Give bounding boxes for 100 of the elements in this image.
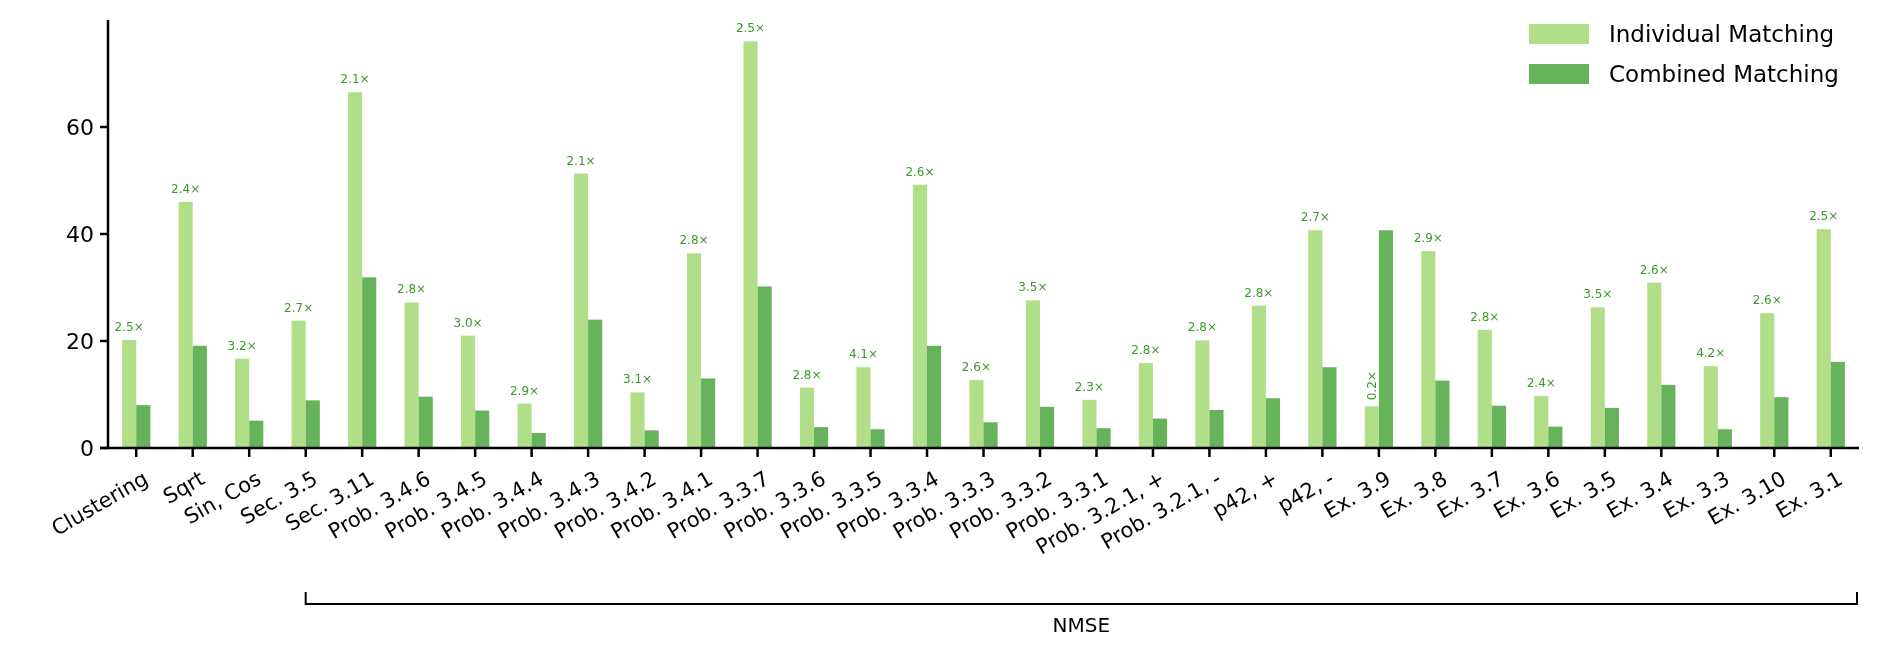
annotation: 2.4× bbox=[171, 181, 201, 196]
bar bbox=[1025, 300, 1040, 448]
bar bbox=[686, 253, 702, 448]
annotation: 2.3× bbox=[1074, 379, 1104, 394]
bar bbox=[1604, 407, 1619, 448]
bar bbox=[1717, 429, 1732, 448]
bar bbox=[912, 184, 928, 448]
bar bbox=[249, 420, 264, 448]
bar bbox=[1661, 384, 1676, 448]
annotation: 2.4× bbox=[1526, 376, 1556, 391]
bar bbox=[1816, 229, 1831, 448]
bar bbox=[927, 345, 942, 448]
legend-label: Combined Matching bbox=[1609, 61, 1839, 88]
bar bbox=[701, 378, 716, 448]
bar bbox=[1195, 340, 1210, 448]
bar bbox=[461, 335, 476, 448]
annotation: 3.1× bbox=[622, 372, 653, 387]
bar bbox=[291, 320, 306, 448]
bar bbox=[1378, 230, 1394, 448]
bar bbox=[983, 422, 998, 448]
text: NMSE bbox=[1052, 613, 1111, 637]
bar bbox=[573, 173, 589, 448]
bar bbox=[799, 387, 815, 448]
annotation: 2.1× bbox=[566, 153, 596, 168]
bar bbox=[1152, 418, 1168, 448]
y-tick-label: 60 bbox=[66, 114, 94, 140]
annotation: 4.2× bbox=[1696, 346, 1726, 361]
annotation: 2.5× bbox=[114, 319, 144, 334]
bar bbox=[192, 345, 207, 448]
bar bbox=[1590, 307, 1605, 448]
bar bbox=[870, 429, 885, 448]
bar bbox=[1265, 398, 1281, 448]
y-tick-label: 20 bbox=[66, 328, 94, 354]
bar bbox=[136, 405, 151, 448]
bar bbox=[757, 286, 772, 448]
annotation: 3.2× bbox=[227, 338, 257, 353]
bar bbox=[1209, 410, 1224, 448]
bar bbox=[588, 319, 603, 448]
y-tick-label: 0 bbox=[80, 435, 94, 461]
bar bbox=[743, 41, 758, 448]
bar bbox=[517, 403, 532, 448]
annotation: 2.6× bbox=[1752, 293, 1782, 308]
bar bbox=[475, 410, 490, 448]
bar bbox=[1477, 329, 1492, 448]
bar bbox=[1082, 399, 1097, 448]
annotation: 0.2× bbox=[1364, 371, 1379, 401]
annotation: 3.5× bbox=[1018, 280, 1048, 295]
bar bbox=[630, 392, 645, 448]
bar bbox=[1491, 405, 1506, 448]
bar bbox=[1647, 282, 1662, 448]
bar bbox=[362, 277, 377, 448]
annotation: 2.6× bbox=[905, 164, 935, 179]
bar bbox=[1774, 397, 1789, 448]
annotation: 2.7× bbox=[1300, 210, 1330, 225]
bar bbox=[969, 380, 984, 448]
annotation: 2.8× bbox=[1470, 309, 1500, 324]
bar bbox=[1322, 367, 1337, 448]
bar bbox=[1039, 406, 1055, 448]
annotation: 2.7× bbox=[284, 300, 314, 315]
annotation: 2.9× bbox=[510, 383, 540, 398]
bar bbox=[1435, 380, 1450, 448]
bar bbox=[1760, 313, 1775, 448]
bar bbox=[404, 302, 419, 448]
annotation: 2.6× bbox=[1639, 262, 1669, 277]
bar bbox=[1548, 426, 1563, 448]
annotation: 2.8× bbox=[397, 282, 427, 297]
bar bbox=[178, 201, 193, 448]
annotation: 2.5× bbox=[735, 21, 766, 36]
bar bbox=[1534, 396, 1549, 448]
bar bbox=[305, 400, 320, 448]
bar bbox=[1364, 406, 1379, 448]
bar bbox=[644, 430, 659, 448]
annotation: 4.1× bbox=[848, 347, 879, 362]
annotation: 3.5× bbox=[1583, 287, 1613, 302]
bar bbox=[1251, 305, 1266, 448]
annotation: 2.5× bbox=[1809, 209, 1839, 224]
bar bbox=[814, 427, 829, 448]
annotation: 3.0× bbox=[453, 315, 483, 330]
annotation: 2.8× bbox=[1131, 342, 1161, 357]
bar bbox=[122, 339, 137, 448]
bar bbox=[1308, 230, 1323, 448]
annotation: 2.9× bbox=[1413, 231, 1443, 246]
annotation: 2.8× bbox=[1244, 285, 1274, 300]
bar bbox=[1096, 428, 1111, 448]
annotation: 2.6× bbox=[961, 360, 992, 375]
bar bbox=[1138, 362, 1153, 448]
bar bbox=[418, 396, 433, 448]
bar bbox=[1830, 361, 1845, 448]
bar bbox=[235, 358, 250, 448]
y-tick-label: 40 bbox=[66, 221, 94, 247]
bar bbox=[1421, 251, 1436, 448]
bar bbox=[1703, 366, 1718, 448]
bar bbox=[856, 367, 871, 448]
bar bbox=[531, 433, 546, 448]
bar bbox=[348, 92, 363, 448]
annotation: 2.8× bbox=[679, 233, 709, 248]
legend-label: Individual Matching bbox=[1609, 21, 1835, 48]
annotation: 2.8× bbox=[1187, 320, 1217, 335]
annotation: 2.8× bbox=[792, 367, 822, 382]
annotation: 2.1× bbox=[340, 72, 370, 87]
